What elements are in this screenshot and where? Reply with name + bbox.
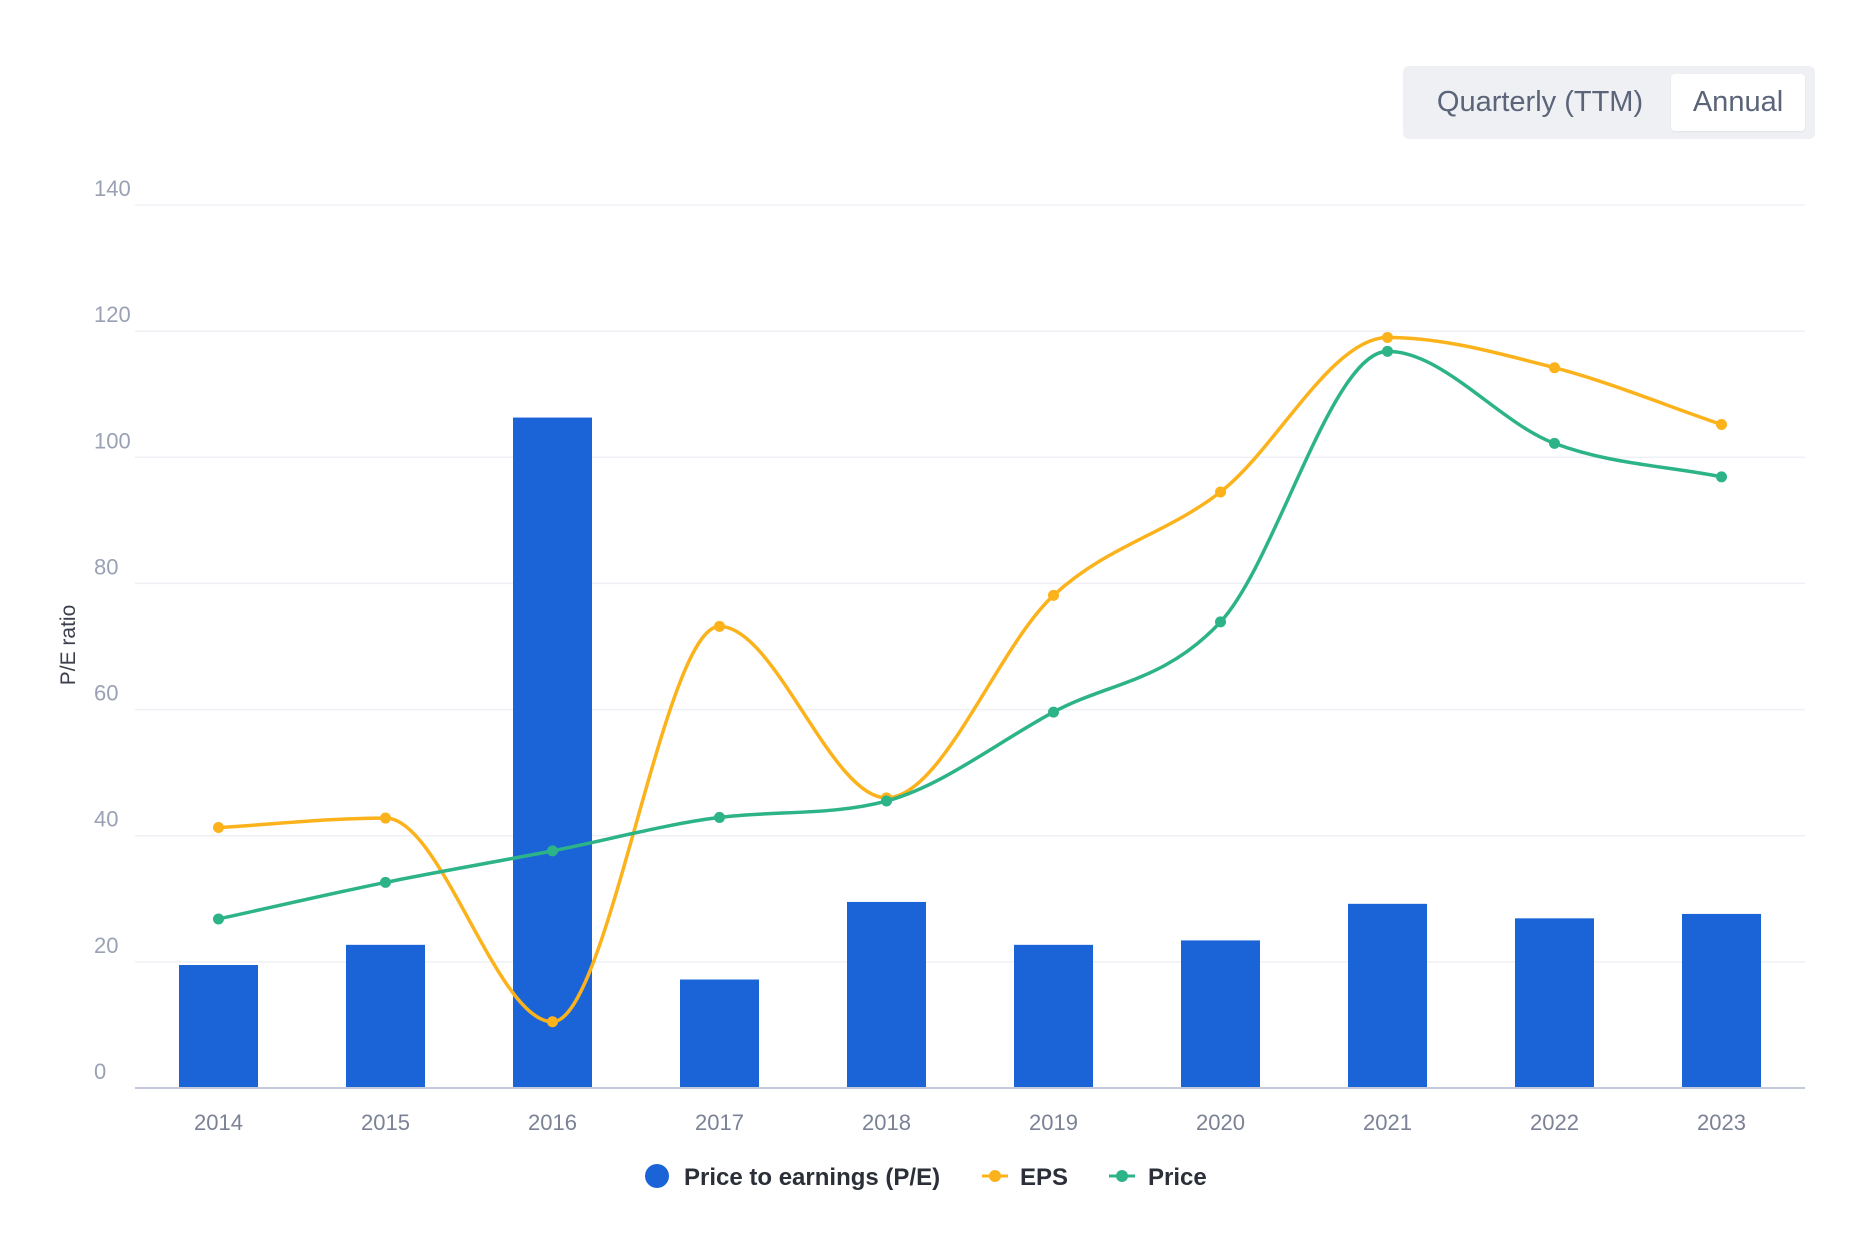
- pe-bar-2016[interactable]: [513, 417, 592, 1088]
- price-point-2020[interactable]: [1215, 616, 1226, 628]
- x-tick-label: 2014: [194, 1110, 243, 1135]
- eps-point-2023[interactable]: [1716, 418, 1727, 430]
- legend-item-price[interactable]: Price: [1109, 1164, 1207, 1191]
- legend-label: EPS: [1020, 1164, 1068, 1191]
- pe-bar-2023[interactable]: [1682, 913, 1761, 1088]
- price-point-2014[interactable]: [213, 913, 224, 925]
- x-tick-label: 2021: [1363, 1110, 1412, 1135]
- legend-marker: [989, 1170, 1001, 1182]
- eps-point-2020[interactable]: [1215, 486, 1226, 498]
- price-line: [218, 349, 1722, 921]
- y-tick-label: 60: [94, 681, 118, 706]
- price-point-2015[interactable]: [380, 876, 391, 888]
- y-tick-label: 100: [94, 428, 131, 453]
- eps-point-2016[interactable]: [547, 1016, 558, 1028]
- pe-bars: [179, 417, 1761, 1088]
- legend: Price to earnings (P/E) EPS Price: [645, 1164, 1207, 1191]
- pe-bar-2021[interactable]: [1348, 903, 1427, 1088]
- pe-bar-2014[interactable]: [179, 965, 258, 1088]
- y-axis-ticks: 0 20 40 60 80 100 120 140: [94, 176, 131, 1084]
- pe-bar-2018[interactable]: [847, 901, 926, 1088]
- price-point-2016[interactable]: [547, 845, 558, 857]
- series-lines: [213, 331, 1727, 1028]
- x-tick-label: 2023: [1697, 1110, 1746, 1135]
- price-point-2017[interactable]: [714, 811, 725, 823]
- eps-point-2021[interactable]: [1382, 331, 1393, 343]
- legend-label: Price: [1148, 1164, 1207, 1191]
- eps-line: [218, 335, 1723, 1024]
- y-tick-label: 0: [94, 1059, 106, 1084]
- x-tick-label: 2016: [528, 1110, 577, 1135]
- x-tick-label: 2018: [862, 1110, 911, 1135]
- x-tick-label: 2019: [1029, 1110, 1078, 1135]
- price-point-2022[interactable]: [1549, 437, 1560, 449]
- eps-point-2019[interactable]: [1048, 589, 1059, 601]
- x-tick-label: 2017: [695, 1110, 744, 1135]
- eps-point-2017[interactable]: [714, 620, 725, 632]
- x-axis-ticks: 2014 2015 2016 2017 2018 2019 2020 2021 2022 2023: [194, 1110, 1746, 1135]
- y-tick-label: 120: [94, 302, 131, 327]
- y-tick-label: 20: [94, 933, 118, 958]
- pe-bar-2022[interactable]: [1515, 918, 1594, 1088]
- period-toggle: Quarterly (TTM) Annual: [1403, 66, 1815, 139]
- price-point-2023[interactable]: [1716, 471, 1727, 483]
- annual-tab[interactable]: Annual: [1671, 74, 1805, 131]
- quarterly-ttm-tab[interactable]: Quarterly (TTM): [1436, 86, 1644, 118]
- eps-point-2015[interactable]: [380, 812, 391, 824]
- price-point-2021[interactable]: [1382, 345, 1393, 357]
- price-point-2019[interactable]: [1048, 706, 1059, 718]
- y-tick-label: 140: [94, 176, 131, 201]
- legend-label: Price to earnings (P/E): [684, 1164, 940, 1191]
- legend-item-eps[interactable]: EPS: [982, 1164, 1068, 1191]
- price-point-2018[interactable]: [881, 795, 892, 807]
- eps-series: [213, 331, 1727, 1028]
- legend-marker: [645, 1164, 669, 1188]
- y-tick-label: 80: [94, 554, 118, 579]
- pe-bar-2019[interactable]: [1014, 944, 1093, 1088]
- legend-item-price-to-earnings-p-e-[interactable]: Price to earnings (P/E): [645, 1164, 940, 1191]
- eps-point-2022[interactable]: [1549, 362, 1560, 374]
- pe-bar-2015[interactable]: [346, 944, 425, 1088]
- price-series: [213, 345, 1727, 925]
- pe-bar-2017[interactable]: [680, 979, 759, 1088]
- legend-marker: [1116, 1170, 1128, 1182]
- pe-bar-2020[interactable]: [1181, 940, 1260, 1088]
- x-tick-label: 2022: [1530, 1110, 1579, 1135]
- y-axis-label: P/E ratio: [57, 605, 80, 686]
- eps-point-2014[interactable]: [213, 822, 224, 834]
- x-tick-label: 2015: [361, 1110, 410, 1135]
- y-tick-label: 40: [94, 807, 118, 832]
- x-tick-label: 2020: [1196, 1110, 1245, 1135]
- grid-lines: [135, 204, 1805, 963]
